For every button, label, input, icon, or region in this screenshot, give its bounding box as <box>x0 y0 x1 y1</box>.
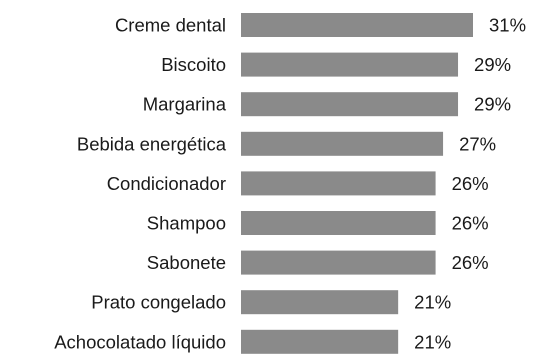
category-labels: Creme dental Biscoito Margarina Bebida ener… <box>54 15 226 353</box>
category-label-creme-dental: Creme dental <box>115 15 226 36</box>
value-label-bebida-energetica: 27% <box>459 133 496 154</box>
category-label-margarina: Margarina <box>143 94 227 115</box>
value-label-shampoo: 26% <box>452 213 489 234</box>
value-label-sabonete: 26% <box>452 252 489 273</box>
bar-biscoito <box>241 52 459 77</box>
bar-shampoo <box>241 211 436 235</box>
value-label-prato-congelado: 21% <box>414 292 451 313</box>
value-labels: 31%29%29%27%26%26%26%21%21% <box>414 15 526 353</box>
value-label-margarina: 29% <box>474 94 511 115</box>
value-label-condicionador: 26% <box>452 173 489 194</box>
value-label-creme-dental: 31% <box>489 15 526 36</box>
bar-condicionador <box>241 171 436 196</box>
category-label-bebida-energetica: Bebida energética <box>77 133 227 154</box>
category-label-biscoito: Biscoito <box>161 54 226 75</box>
bar-sabonete <box>241 250 436 275</box>
category-label-prato-congelado: Prato congelado <box>91 292 226 313</box>
bar-prato-congelado <box>241 290 399 315</box>
category-label-achocolatado-liquido: Achocolatado líquido <box>54 331 226 352</box>
bar-achocolatado-liquido <box>241 329 399 354</box>
category-label-condicionador: Condicionador <box>107 173 226 194</box>
value-label-biscoito: 29% <box>474 54 511 75</box>
bar-margarina <box>241 92 459 117</box>
value-label-achocolatado-liquido: 21% <box>414 331 451 352</box>
bar-creme-dental <box>241 13 473 37</box>
category-label-sabonete: Sabonete <box>147 252 226 273</box>
bar-bebida-energetica <box>241 131 444 156</box>
category-label-shampoo: Shampoo <box>147 213 226 234</box>
bars <box>241 13 473 354</box>
